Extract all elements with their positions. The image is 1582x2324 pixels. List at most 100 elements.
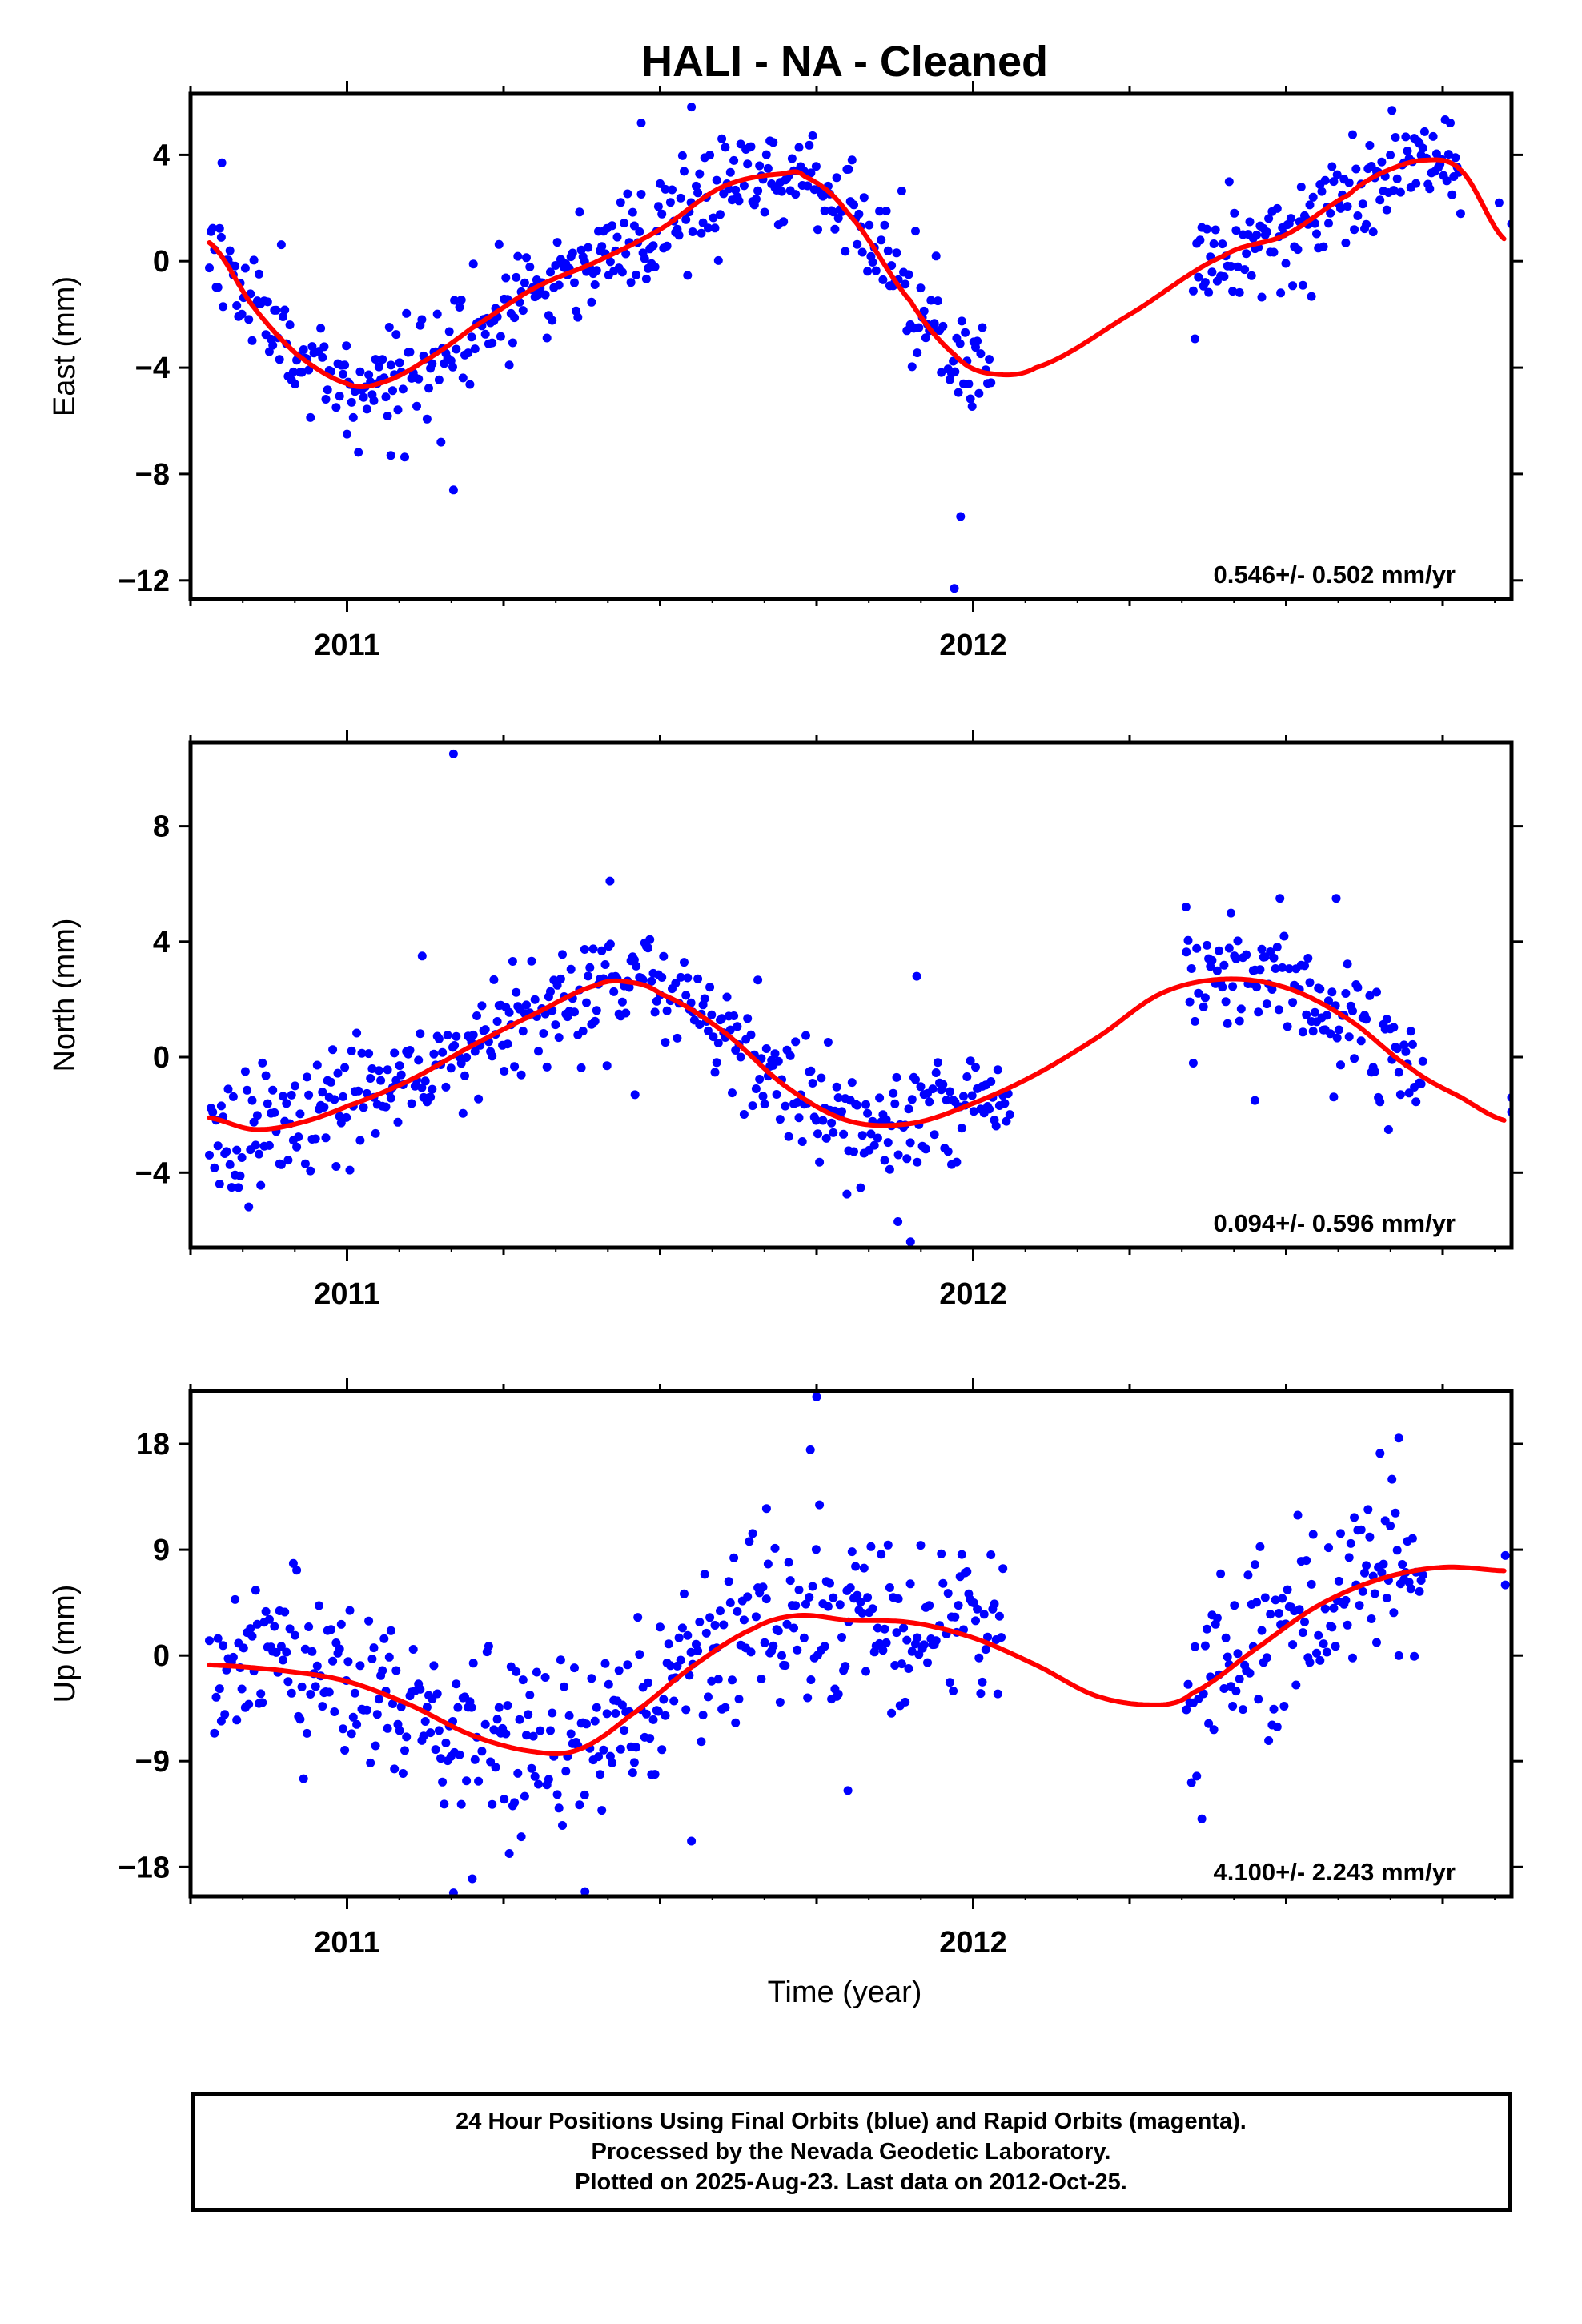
data-point	[1307, 292, 1316, 301]
data-point	[540, 1673, 550, 1682]
data-point	[378, 1666, 387, 1675]
data-point	[1257, 944, 1267, 954]
data-point	[252, 1111, 262, 1120]
data-point	[1269, 1704, 1279, 1714]
data-point	[945, 1678, 954, 1687]
data-point	[237, 309, 247, 319]
data-point	[228, 1092, 238, 1101]
data-point	[1288, 281, 1298, 291]
data-point	[251, 1586, 260, 1595]
data-point	[340, 1063, 350, 1072]
data-point	[1207, 955, 1217, 965]
data-point	[659, 1695, 669, 1704]
data-point	[1231, 954, 1241, 963]
x-tick-label: 2011	[314, 1926, 379, 1960]
data-point	[408, 1645, 418, 1654]
data-point	[913, 1157, 922, 1167]
data-point	[396, 1070, 406, 1080]
data-point	[350, 1688, 359, 1698]
data-point	[225, 246, 235, 255]
data-point	[608, 1758, 617, 1767]
data-point	[1375, 1097, 1385, 1107]
data-point	[318, 1702, 327, 1711]
data-point	[955, 339, 965, 348]
data-point	[1411, 179, 1421, 188]
data-point	[1418, 1570, 1427, 1580]
data-point	[513, 1768, 523, 1778]
data-point	[1267, 985, 1277, 994]
data-point	[777, 187, 786, 196]
data-point	[875, 1093, 885, 1103]
data-point	[833, 214, 843, 223]
data-point	[1324, 1543, 1333, 1553]
data-point	[1296, 183, 1306, 191]
data-point	[950, 367, 960, 376]
data-point	[686, 998, 696, 1007]
data-point	[705, 1613, 715, 1622]
data-point	[866, 1542, 876, 1551]
panel-east: 2011 2012 −12 −8 −4 0 4 East (mm) 0.546+/- 0.502…	[48, 81, 1523, 662]
data-point	[942, 1096, 951, 1105]
data-point	[647, 976, 656, 986]
data-point	[687, 103, 697, 112]
data-point	[757, 1675, 766, 1683]
data-point	[1262, 1653, 1271, 1663]
data-point	[235, 1171, 245, 1180]
data-point	[414, 374, 424, 384]
data-point	[566, 1729, 576, 1739]
data-point	[664, 1639, 673, 1649]
data-point	[1242, 950, 1251, 959]
data-point	[1218, 239, 1227, 249]
data-point	[1356, 1036, 1366, 1046]
data-point	[843, 1786, 853, 1795]
data-point	[1252, 230, 1262, 239]
data-point	[805, 140, 814, 150]
data-point	[388, 386, 397, 396]
data-point	[869, 1140, 879, 1150]
data-point	[1269, 247, 1279, 257]
data-point	[268, 1085, 278, 1095]
data-point	[597, 1806, 607, 1815]
data-point	[1245, 217, 1255, 227]
data-point	[255, 1149, 263, 1159]
data-point	[225, 1160, 235, 1169]
data-point	[452, 344, 461, 354]
data-point	[805, 1593, 814, 1602]
data-point	[205, 1150, 214, 1160]
data-point	[327, 1077, 335, 1087]
panel-frame	[188, 91, 1514, 601]
data-point	[1365, 991, 1375, 1000]
data-point	[1391, 133, 1400, 142]
data-point	[892, 1628, 901, 1638]
data-point	[881, 1115, 891, 1124]
data-point	[1199, 1689, 1208, 1699]
data-point	[428, 359, 437, 368]
data-point	[645, 935, 655, 944]
data-point	[847, 1078, 857, 1088]
data-point	[359, 1103, 368, 1112]
data-point	[570, 278, 579, 287]
data-point	[391, 330, 401, 340]
data-point	[345, 1606, 355, 1615]
data-point	[899, 1623, 909, 1633]
data-point	[616, 1744, 625, 1754]
data-point	[288, 367, 298, 376]
data-point	[400, 1746, 409, 1755]
data-point	[400, 452, 409, 462]
data-point	[657, 209, 667, 219]
data-point	[813, 1129, 822, 1139]
data-point	[1272, 943, 1282, 952]
data-point	[333, 1068, 343, 1078]
data-point	[633, 1613, 643, 1622]
data-point	[1231, 1687, 1241, 1696]
data-point	[1410, 1651, 1419, 1661]
data-point	[674, 231, 684, 240]
data-point	[1443, 150, 1453, 159]
data-point	[806, 168, 816, 178]
data-point	[761, 1504, 771, 1514]
data-point	[644, 1678, 652, 1687]
data-point	[303, 1072, 311, 1082]
data-point	[342, 1112, 351, 1122]
data-point	[665, 198, 675, 207]
data-point	[693, 188, 703, 198]
